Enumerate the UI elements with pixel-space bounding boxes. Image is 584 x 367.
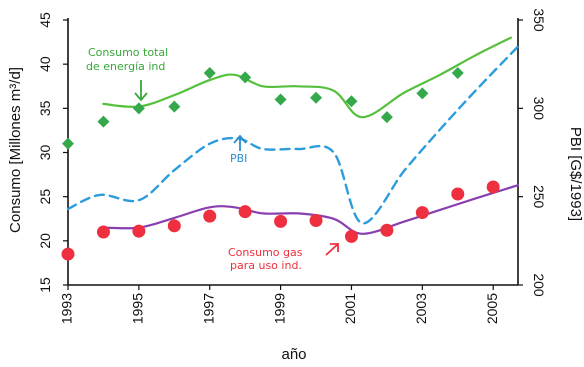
arrow-gas	[325, 243, 339, 256]
total-data-point	[97, 115, 110, 128]
gas-data-point	[132, 224, 146, 238]
total-data-point	[168, 100, 181, 113]
annotation-total-line1: Consumo total	[88, 46, 168, 59]
x-tick-label: 2001	[342, 293, 358, 324]
gas-data-point	[344, 229, 358, 243]
y-right-tick-label: 300	[531, 97, 547, 121]
total-data-point	[451, 67, 464, 79]
total-data-point	[239, 71, 252, 84]
gas-data-point	[61, 247, 75, 261]
total-data-point	[62, 137, 74, 150]
x-tick-label: 1993	[59, 293, 75, 324]
y-right-tick-label: 200	[531, 273, 547, 297]
annotation-total-line2: de energía ind	[86, 60, 165, 73]
y-left-tick-label: 20	[37, 233, 53, 249]
series-line-2	[66, 45, 520, 225]
gas-data-point	[309, 214, 323, 228]
x-tick-label: 2003	[413, 293, 429, 324]
gas-data-point	[96, 225, 110, 239]
total-data-point	[274, 93, 287, 106]
annotation-pbi: PBI	[230, 152, 247, 165]
x-axis-label: año	[281, 346, 306, 363]
gas-data-point	[203, 209, 217, 223]
arrow-pbi	[233, 134, 247, 151]
series-line-3	[102, 184, 520, 235]
gas-data-point	[274, 214, 288, 228]
total-data-point	[416, 87, 429, 100]
y-axis-left-label: Consumo [Millones m³/d]	[7, 67, 24, 233]
gas-data-point	[238, 205, 252, 219]
series-layer	[66, 36, 520, 235]
gas-data-point	[167, 219, 181, 233]
y-axis-right-label: PBI [G$/1993]	[567, 127, 584, 221]
total-data-point	[345, 95, 358, 108]
x-tick-label: 1999	[271, 293, 287, 324]
y-left-tick-label: 45	[37, 12, 53, 28]
axes: 15 20 25 30 35 40 45 200 250 300 350 1993 1995 1997 19…	[37, 8, 547, 324]
y-right-tick-label: 250	[531, 185, 547, 209]
y-left-tick-label: 25	[37, 189, 53, 205]
annotation-layer: Consumo total de energía ind PBI Consumo…	[86, 46, 339, 272]
series-line-0	[102, 36, 512, 119]
y-left-tick-label: 40	[37, 56, 53, 72]
total-data-point	[203, 67, 216, 79]
annotation-gas-line1: Consumo gas	[228, 246, 303, 259]
gas-data-point	[486, 180, 500, 194]
x-tick-label: 2005	[484, 293, 500, 324]
arrow-total	[134, 80, 148, 102]
total-data-point	[132, 102, 145, 115]
total-data-point	[380, 111, 393, 124]
x-tick-label: 1997	[200, 293, 216, 324]
x-tick-label: 1995	[130, 293, 146, 324]
gas-data-point	[415, 206, 429, 220]
gas-data-point	[451, 187, 465, 201]
annotation-gas-line2: para uso ind.	[230, 259, 302, 272]
y-right-tick-label: 350	[531, 8, 547, 32]
y-left-tick-label: 30	[37, 145, 53, 161]
y-left-tick-label: 15	[37, 277, 53, 293]
y-left-tick-label: 35	[37, 100, 53, 116]
marker-layer	[61, 67, 500, 261]
gas-data-point	[380, 223, 394, 237]
total-data-point	[310, 91, 323, 104]
